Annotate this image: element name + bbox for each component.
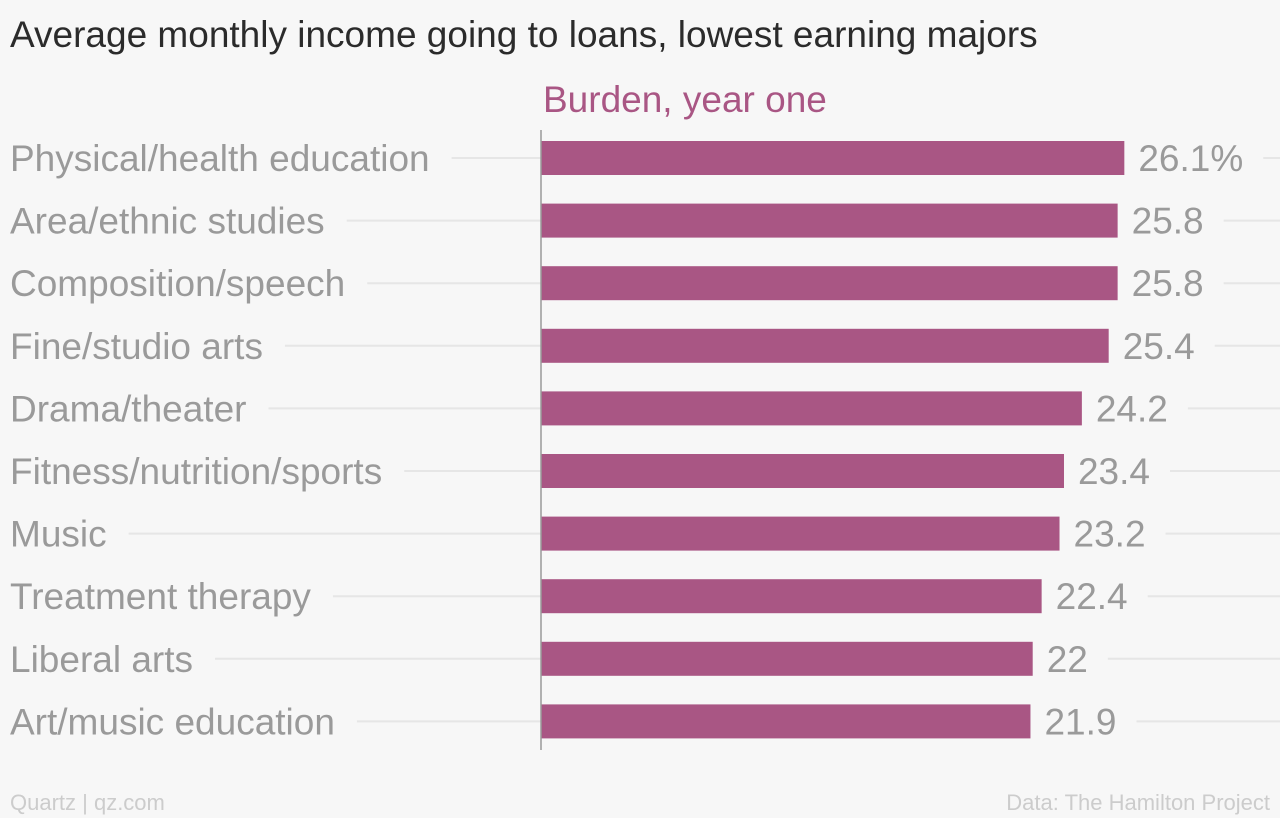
bars [541, 141, 1125, 739]
bar [541, 391, 1082, 426]
bar [541, 704, 1031, 739]
category-label: Physical/health education [10, 138, 430, 179]
value-label: 26.1% [1138, 138, 1243, 179]
bar [541, 141, 1125, 175]
category-label: Fitness/nutrition/sports [10, 451, 382, 492]
labels: Physical/health education 26.1% Area/ethni… [10, 138, 1243, 742]
chart-title: Average monthly income going to loans, l… [10, 14, 1038, 55]
bar [541, 516, 1060, 551]
gridlines [128, 157, 1280, 723]
bar [541, 641, 1033, 676]
value-label: 25.8 [1132, 263, 1204, 304]
category-label: Liberal arts [10, 639, 193, 680]
value-label: 23.2 [1074, 514, 1146, 555]
category-label: Art/music education [10, 701, 335, 742]
value-label: 21.9 [1044, 701, 1116, 742]
category-label: Fine/studio arts [10, 326, 263, 367]
series-label: Burden, year one [543, 79, 827, 120]
category-label: Music [10, 514, 107, 555]
value-label: 25.4 [1123, 326, 1195, 367]
value-label: 25.8 [1132, 201, 1204, 242]
category-label: Drama/theater [10, 388, 247, 429]
bar [541, 203, 1118, 238]
bar [541, 328, 1109, 363]
value-label: 24.2 [1096, 388, 1168, 429]
category-label: Area/ethnic studies [10, 201, 325, 242]
value-label: 22.4 [1056, 576, 1128, 617]
value-label: 22 [1047, 639, 1088, 680]
bar [541, 266, 1118, 301]
bar [541, 579, 1042, 614]
bar [541, 454, 1064, 488]
category-label: Composition/speech [10, 263, 345, 304]
source-credit: Quartz | qz.com [10, 790, 165, 815]
data-source: Data: The Hamilton Project [1006, 790, 1270, 815]
category-label: Treatment therapy [10, 576, 311, 617]
value-label: 23.4 [1078, 451, 1150, 492]
